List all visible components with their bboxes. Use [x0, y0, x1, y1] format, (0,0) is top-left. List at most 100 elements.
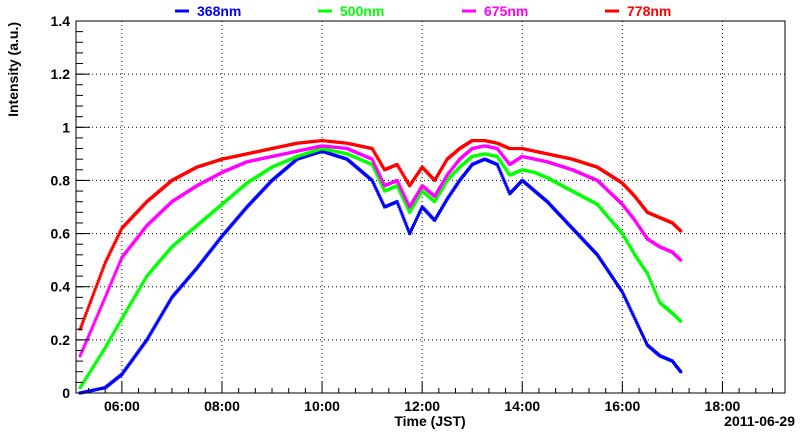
data-point	[433, 194, 437, 198]
data-point	[374, 153, 378, 157]
data-point	[399, 169, 403, 173]
data-point	[81, 347, 85, 351]
data-point	[396, 164, 400, 168]
data-point	[137, 288, 141, 292]
data-point	[400, 189, 404, 193]
data-point	[379, 181, 383, 185]
data-point	[99, 352, 103, 356]
data-point	[497, 167, 501, 171]
data-point	[119, 228, 123, 232]
data-point	[437, 186, 441, 190]
data-point	[165, 304, 169, 308]
data-point	[379, 197, 383, 201]
data-point	[628, 245, 632, 249]
data-point	[112, 243, 116, 247]
data-point	[159, 314, 163, 318]
data-point	[634, 319, 638, 323]
data-point	[88, 301, 92, 305]
data-point	[88, 370, 92, 374]
data-point	[632, 251, 636, 255]
data-point	[404, 202, 408, 206]
data-point	[142, 279, 146, 283]
data-point	[396, 180, 400, 184]
data-point	[133, 294, 137, 298]
data-point	[83, 378, 87, 382]
data-point	[82, 344, 86, 348]
data-point	[98, 354, 102, 358]
data-point	[370, 147, 374, 151]
data-point	[93, 362, 97, 366]
data-point	[87, 303, 91, 307]
data-point	[381, 180, 385, 184]
data-point	[374, 165, 378, 169]
legend-label: 500nm	[340, 3, 384, 19]
data-point	[419, 191, 423, 195]
data-point	[122, 313, 126, 317]
data-point	[380, 163, 384, 167]
data-point	[395, 200, 399, 204]
data-point	[79, 384, 83, 388]
data-point	[417, 211, 421, 215]
data-point	[623, 296, 627, 300]
data-point	[117, 322, 121, 326]
data-point	[382, 182, 386, 186]
data-point	[376, 169, 380, 173]
data-point	[408, 205, 412, 209]
data-point	[139, 284, 143, 288]
data-point	[371, 159, 375, 163]
data-point	[370, 178, 374, 182]
data-point	[401, 214, 405, 218]
data-point	[85, 375, 89, 379]
data-point	[372, 161, 376, 165]
data-point	[441, 180, 445, 184]
data-point	[406, 180, 410, 184]
data-point	[102, 298, 106, 302]
data-point	[104, 344, 108, 348]
data-point	[371, 180, 375, 184]
data-point	[381, 185, 385, 189]
data-point	[380, 178, 384, 182]
data-point	[416, 213, 420, 217]
x-tick-label: 10:00	[304, 398, 340, 414]
data-point	[395, 162, 399, 166]
data-point	[440, 187, 444, 191]
data-point	[434, 198, 438, 202]
data-point	[629, 308, 633, 312]
data-point	[83, 342, 87, 346]
data-point	[111, 332, 115, 336]
data-point	[402, 198, 406, 202]
data-point	[90, 295, 94, 299]
data-point	[373, 185, 377, 189]
data-point	[409, 209, 413, 213]
data-point	[118, 260, 122, 264]
data-point	[642, 337, 646, 341]
data-point	[126, 306, 130, 310]
x-tick-label: 08:00	[204, 398, 240, 414]
data-point	[651, 285, 655, 289]
data-point	[373, 151, 377, 155]
data-point	[410, 227, 414, 231]
data-point	[433, 178, 437, 182]
data-point	[134, 293, 138, 297]
data-point	[500, 174, 504, 178]
y-tick-label: 0.6	[51, 226, 71, 242]
data-point	[102, 347, 106, 351]
data-point	[502, 178, 506, 182]
data-point	[414, 217, 418, 221]
data-point	[101, 266, 105, 270]
data-point	[400, 194, 404, 198]
data-point	[409, 203, 413, 207]
data-point	[437, 188, 441, 192]
data-point	[371, 148, 375, 152]
data-point	[376, 156, 380, 160]
data-point	[503, 180, 507, 184]
data-point	[436, 174, 440, 178]
data-point	[402, 193, 406, 197]
data-point	[404, 197, 408, 201]
data-point	[149, 331, 153, 335]
data-point	[638, 327, 642, 331]
data-point	[131, 298, 135, 302]
data-point	[78, 386, 82, 390]
data-point	[507, 189, 511, 193]
data-point	[626, 241, 630, 245]
